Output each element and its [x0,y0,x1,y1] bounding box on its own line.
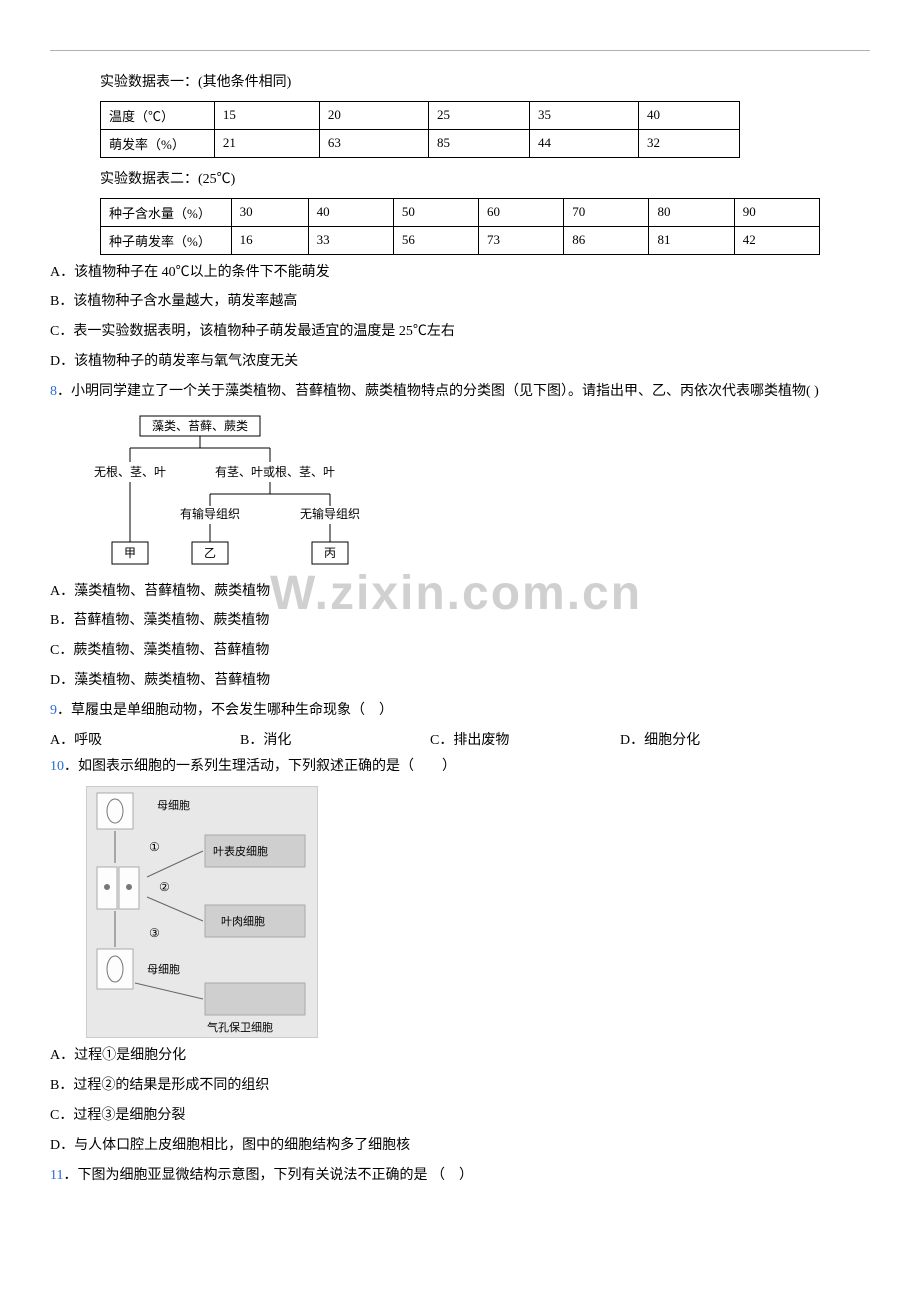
table-cell: 50 [393,198,478,226]
table2-caption: 实验数据表二：(25℃) [100,168,870,192]
q8-option-d: D．藻类植物、蕨类植物、苔藓植物 [50,669,870,693]
diagram-leaf3: 丙 [324,546,336,560]
q8-number: 8 [50,384,57,399]
diagram-root: 藻类、苔藓、蕨类 [152,419,248,433]
table-cell: 30 [231,198,308,226]
diagram-left: 无根、茎、叶 [94,465,166,479]
q9-option-d: D．细胞分化 [620,729,730,749]
diagram-leaf1: 甲 [124,546,136,560]
q10-option-a: A．过程①是细胞分化 [50,1044,870,1068]
table-cell: 73 [479,226,564,254]
q10-option-b: B．过程②的结果是形成不同的组织 [50,1074,870,1098]
svg-text:气孔保卫细胞: 气孔保卫细胞 [207,1020,273,1034]
svg-text:①: ① [149,840,160,854]
q7-option-b: B．该植物种子含水量越大，萌发率越高 [50,290,870,314]
table-cell: 56 [393,226,478,254]
table-cell: 81 [649,226,734,254]
table-cell: 70 [564,198,649,226]
q9-stem: 9．草履虫是单细胞动物，不会发生哪种生命现象（ ） [50,699,870,723]
q9-text: ．草履虫是单细胞动物，不会发生哪种生命现象（ ） [57,703,393,718]
table-cell: 42 [734,226,819,254]
table-cell: 33 [308,226,393,254]
q11-text: ．下图为细胞亚显微结构示意图，下列有关说法不正确的是 （ ） [63,1168,473,1183]
diagram-right: 有茎、叶或根、茎、叶 [215,465,335,479]
q8-stem: 8．小明同学建立了一个关于藻类植物、苔藓植物、蕨类植物特点的分类图（见下图）。请… [50,380,870,404]
q10-stem: 10．如图表示细胞的一系列生理活动，下列叙述正确的是（ ） [50,755,870,779]
table-cell: 25 [429,101,530,129]
diagram-leaf2: 乙 [204,546,216,560]
table-cell: 63 [319,129,428,157]
q7-option-a: A．该植物种子在 40℃以上的条件下不能萌发 [50,261,870,285]
q9-number: 9 [50,703,57,718]
classification-diagram: 藻类、苔藓、蕨类 无根、茎、叶 有茎、叶或根、茎、叶 有输导组织 无输导组织 甲… [80,414,380,574]
table-cell: 20 [319,101,428,129]
svg-text:②: ② [159,880,170,894]
q10-number: 10 [50,759,64,774]
table-cell: 86 [564,226,649,254]
q9-option-b: B．消化 [240,729,350,749]
q8-option-b: B．苔藓植物、藻类植物、蕨类植物 [50,609,870,633]
table-cell: 32 [639,129,740,157]
q10-option-c: C．过程③是细胞分裂 [50,1104,870,1128]
svg-text:叶肉细胞: 叶肉细胞 [221,915,265,928]
q10-option-d: D．与人体口腔上皮细胞相比，图中的细胞结构多了细胞核 [50,1134,870,1158]
table2: 种子含水量（%）30405060708090 种子萌发率（%）1633567386… [100,198,820,255]
table-cell: 35 [529,101,638,129]
q9-options-row: A．呼吸 B．消化 C．排出废物 D．细胞分化 [50,729,870,749]
q11-stem: 11．下图为细胞亚显微结构示意图，下列有关说法不正确的是 （ ） [50,1164,870,1188]
q10-figure: 母细胞 ① 叶表皮细胞 ② 叶肉细胞 ③ 母细胞 气孔保卫细胞 [86,786,318,1038]
table-cell: 种子萌发率（%） [101,226,232,254]
table-cell: 种子含水量（%） [101,198,232,226]
table1-caption: 实验数据表一：(其他条件相同) [100,71,870,95]
q7-option-c: C．表一实验数据表明，该植物种子萌发最适宜的温度是 25℃左右 [50,320,870,344]
diagram-subright: 无输导组织 [300,506,360,521]
q8-text: ．小明同学建立了一个关于藻类植物、苔藓植物、蕨类植物特点的分类图（见下图）。请指… [57,384,819,399]
svg-text:③: ③ [149,926,160,940]
q9-option-c: C．排出废物 [430,729,540,749]
table-cell: 80 [649,198,734,226]
table-cell: 15 [214,101,319,129]
svg-text:母细胞: 母细胞 [157,799,190,812]
table-cell: 萌发率（%） [101,129,215,157]
q10-text: ．如图表示细胞的一系列生理活动，下列叙述正确的是（ ） [64,759,456,774]
q8-option-a: A．藻类植物、苔藓植物、蕨类植物 [50,580,870,604]
table-cell: 16 [231,226,308,254]
q9-option-a: A．呼吸 [50,729,160,749]
svg-text:叶表皮细胞: 叶表皮细胞 [213,844,268,858]
table-cell: 40 [639,101,740,129]
svg-text:母细胞: 母细胞 [147,963,180,976]
table-cell: 温度（℃） [101,101,215,129]
q11-number: 11 [50,1168,63,1183]
table-cell: 85 [429,129,530,157]
table-cell: 60 [479,198,564,226]
q7-option-d: D．该植物种子的萌发率与氧气浓度无关 [50,350,870,374]
table-cell: 90 [734,198,819,226]
table-cell: 21 [214,129,319,157]
diagram-subleft: 有输导组织 [180,506,240,521]
q8-option-c: C．蕨类植物、藻类植物、苔藓植物 [50,639,870,663]
table-cell: 40 [308,198,393,226]
table1: 温度（℃）1520253540 萌发率（%）2163854432 [100,101,740,158]
table-cell: 44 [529,129,638,157]
